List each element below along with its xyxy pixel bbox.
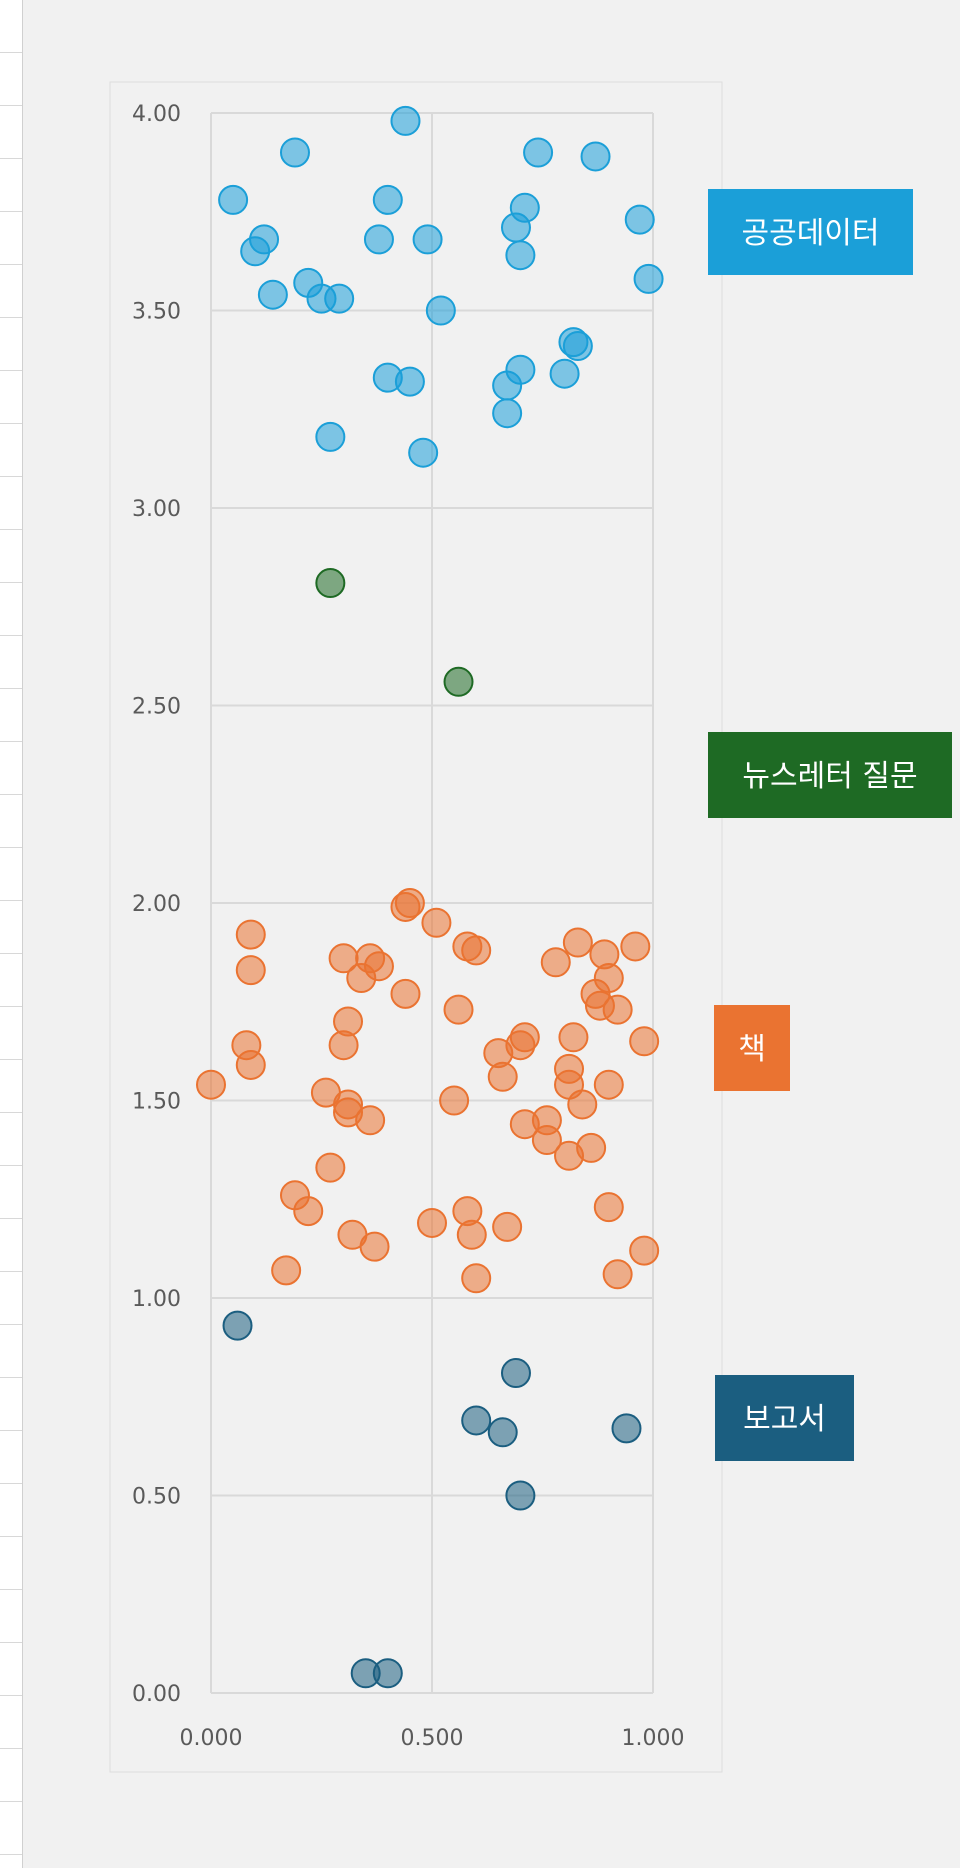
data-point-series-0 <box>408 437 439 468</box>
data-point-series-2 <box>492 1211 523 1242</box>
y-tick-label: 1.00 <box>132 1287 181 1312</box>
data-point-series-0 <box>372 184 403 215</box>
data-point-series-2 <box>355 1105 386 1136</box>
data-point-series-0 <box>315 421 346 452</box>
data-point-series-2 <box>235 955 266 986</box>
y-tick-label: 1.50 <box>132 1090 181 1115</box>
data-point-series-2 <box>461 1263 492 1294</box>
data-point-series-3 <box>487 1417 518 1448</box>
y-tick-label: 0.00 <box>132 1682 181 1707</box>
data-point-series-0 <box>249 224 280 255</box>
x-tick-label: 1.000 <box>622 1726 685 1751</box>
data-point-series-2 <box>531 1125 562 1155</box>
category-label-text: 책 <box>738 1032 766 1067</box>
y-tick-label: 0.50 <box>132 1485 181 1510</box>
data-point-series-2 <box>567 1089 598 1120</box>
data-point-series-2 <box>456 1219 487 1250</box>
data-point-series-0 <box>523 137 554 168</box>
category-label-text: 보고서 <box>743 1402 826 1437</box>
data-point-series-0 <box>412 224 443 255</box>
data-point-series-3 <box>500 1358 531 1389</box>
data-point-series-0 <box>324 283 355 314</box>
data-point-series-2 <box>602 994 633 1025</box>
data-point-series-3 <box>372 1658 403 1689</box>
data-point-series-2 <box>576 1132 607 1163</box>
data-point-series-2 <box>394 888 425 918</box>
data-point-series-0 <box>505 240 536 271</box>
chart-area-frame <box>109 81 723 1773</box>
x-tick-label: 0.500 <box>401 1726 464 1751</box>
data-point-series-0 <box>363 224 394 255</box>
y-tick-label: 2.50 <box>132 695 181 720</box>
data-point-series-2 <box>333 1006 364 1037</box>
data-point-series-2 <box>593 1192 624 1223</box>
spreadsheet-row-strip <box>0 0 23 1868</box>
data-point-series-0 <box>549 358 580 389</box>
data-point-series-2 <box>509 1022 540 1053</box>
category-label-box <box>714 1005 790 1091</box>
data-point-series-2 <box>359 1231 390 1262</box>
category-label-text: 뉴스레터 질문 <box>742 759 917 794</box>
data-point-series-2 <box>461 935 492 966</box>
data-point-series-3 <box>461 1405 492 1436</box>
data-point-series-0 <box>218 184 249 215</box>
category-label-box <box>708 732 952 818</box>
data-point-series-0 <box>509 192 540 223</box>
data-points <box>196 105 664 1689</box>
y-tick-label: 3.00 <box>132 497 181 522</box>
data-point-series-0 <box>279 137 310 168</box>
data-point-series-2 <box>558 1022 589 1053</box>
data-point-series-2 <box>390 978 421 1009</box>
data-point-series-0 <box>562 331 593 362</box>
data-point-series-0 <box>580 141 611 172</box>
x-tick-label: 0.000 <box>180 1726 243 1751</box>
data-point-series-2 <box>235 919 266 950</box>
data-point-series-2 <box>293 1196 324 1227</box>
data-point-series-3 <box>505 1480 536 1511</box>
data-point-series-0 <box>505 354 536 385</box>
category-label-box <box>715 1375 854 1461</box>
category-label-text: 공공데이터 <box>742 216 880 251</box>
data-point-series-1 <box>315 568 346 599</box>
data-point-series-2 <box>271 1255 302 1286</box>
category-label-box <box>708 189 913 275</box>
data-point-series-3 <box>222 1310 253 1341</box>
data-point-series-2 <box>421 907 452 938</box>
axis-tick-labels: 0.00 0.50 1.00 1.50 2.00 2.50 3.00 3.50 4.00 0.00… <box>132 102 684 1751</box>
data-point-series-2 <box>629 1235 660 1266</box>
data-point-series-0 <box>425 295 456 326</box>
data-point-series-2 <box>593 1069 624 1100</box>
data-point-series-2 <box>443 994 474 1025</box>
data-point-series-0 <box>394 366 425 397</box>
data-point-series-2 <box>315 1152 346 1183</box>
data-point-series-2 <box>487 1061 518 1092</box>
data-point-series-2 <box>540 947 571 978</box>
y-tick-label: 4.00 <box>132 102 181 127</box>
data-point-series-2 <box>602 1259 633 1290</box>
data-point-series-2 <box>593 963 624 994</box>
data-point-series-2 <box>629 1026 660 1057</box>
y-tick-label: 2.00 <box>132 892 181 917</box>
y-tick-label: 3.50 <box>132 300 181 325</box>
data-point-series-0 <box>390 105 421 136</box>
data-point-series-0 <box>257 279 288 310</box>
data-point-series-2 <box>620 931 651 962</box>
data-point-series-2 <box>363 951 394 982</box>
data-point-series-0 <box>492 398 523 429</box>
data-point-series-2 <box>439 1085 470 1116</box>
data-point-series-0 <box>633 263 664 294</box>
data-point-series-2 <box>417 1207 447 1238</box>
data-point-series-3 <box>611 1413 642 1444</box>
data-point-series-1 <box>443 666 474 697</box>
data-point-series-0 <box>624 204 655 235</box>
data-point-series-2 <box>196 1069 226 1100</box>
data-point-series-2 <box>235 1049 266 1080</box>
data-point-series-2 <box>562 927 593 958</box>
